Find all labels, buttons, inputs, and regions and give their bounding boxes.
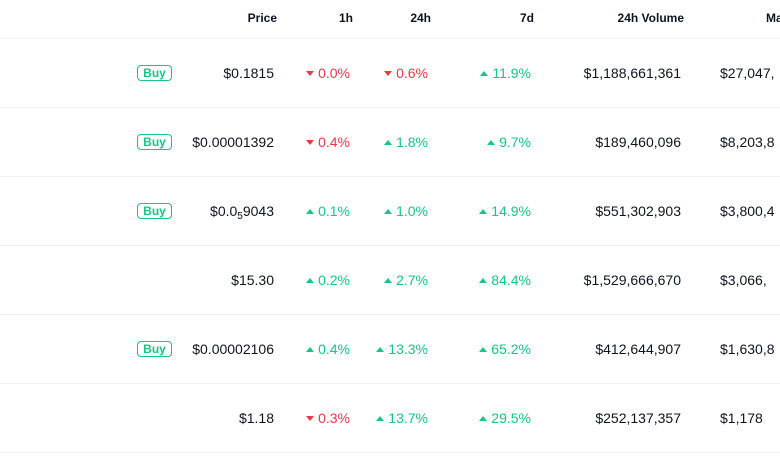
- change-7d-cell: 11.9%: [480, 65, 531, 81]
- caret-up-icon: [306, 209, 315, 214]
- market-cap-cell: $3,066,: [720, 272, 767, 288]
- buy-button[interactable]: Buy: [137, 134, 172, 150]
- market-cap-cell: $1,630,8: [720, 341, 775, 357]
- column-header-price[interactable]: Price: [247, 11, 277, 25]
- caret-up-icon: [479, 209, 488, 214]
- change-24h-cell: 0.6%: [384, 65, 428, 81]
- caret-down-icon: [306, 416, 315, 421]
- change-1h-cell: 0.4%: [306, 134, 350, 150]
- column-header-market-cap[interactable]: Ma: [766, 11, 780, 25]
- table-header: Price 1h 24h 7d 24h Volume Ma: [0, 0, 780, 39]
- change-1h-value: 0.1%: [318, 203, 350, 219]
- column-header-7d[interactable]: 7d: [519, 11, 534, 25]
- change-7d-value: 11.9%: [492, 65, 531, 81]
- caret-down-icon: [384, 71, 393, 76]
- caret-up-icon: [306, 347, 315, 352]
- volume-cell: $1,188,661,361: [583, 65, 681, 81]
- change-24h-cell: 1.8%: [384, 134, 428, 150]
- change-7d-value: 14.9%: [491, 203, 531, 219]
- price-cell: $0.1815: [223, 65, 274, 81]
- change-1h-cell: 0.2%: [306, 272, 350, 288]
- change-24h-value: 0.6%: [396, 65, 428, 81]
- volume-cell: $252,137,357: [595, 410, 681, 426]
- table-body: Buy $0.1815 0.0% 0.6% 11.9% $1,188,661,361 $27…: [0, 39, 780, 453]
- column-header-volume[interactable]: 24h Volume: [617, 11, 684, 25]
- change-24h-cell: 13.7%: [376, 410, 428, 426]
- change-1h-value: 0.2%: [318, 272, 350, 288]
- caret-up-icon: [376, 416, 385, 421]
- change-1h-value: 0.4%: [318, 341, 350, 357]
- caret-up-icon: [479, 416, 488, 421]
- change-24h-cell: 2.7%: [384, 272, 428, 288]
- column-header-1h[interactable]: 1h: [338, 11, 353, 25]
- caret-up-icon: [479, 278, 488, 283]
- price-cell: $1.18: [238, 410, 274, 426]
- change-1h-cell: 0.1%: [306, 203, 350, 219]
- change-1h-cell: 0.0%: [306, 65, 350, 81]
- table-row[interactable]: Buy $0.00002106 0.4% 13.3% 65.2% $412,644,907…: [0, 315, 780, 384]
- caret-down-icon: [306, 140, 315, 145]
- market-cap-cell: $1,178: [720, 410, 763, 426]
- caret-up-icon: [384, 278, 393, 283]
- change-7d-cell: 65.2%: [479, 341, 531, 357]
- price-cell: $0.059043: [210, 203, 274, 222]
- price-cell: $15.30: [231, 272, 274, 288]
- change-24h-value: 1.0%: [396, 203, 428, 219]
- change-7d-cell: 14.9%: [479, 203, 531, 219]
- caret-up-icon: [480, 71, 489, 76]
- market-cap-cell: $27,047,: [720, 65, 775, 81]
- change-7d-cell: 84.4%: [479, 272, 531, 288]
- change-1h-value: 0.0%: [318, 65, 350, 81]
- change-7d-value: 65.2%: [491, 341, 531, 357]
- market-cap-cell: $3,800,4: [720, 203, 775, 219]
- change-24h-cell: 13.3%: [376, 341, 428, 357]
- caret-up-icon: [487, 140, 496, 145]
- change-7d-value: 84.4%: [491, 272, 531, 288]
- price-cell: $0.00001392: [192, 134, 274, 150]
- market-cap-cell: $8,203,8: [720, 134, 775, 150]
- table-row[interactable]: Buy $0.00001392 0.4% 1.8% 9.7% $189,460,096 $8…: [0, 108, 780, 177]
- caret-up-icon: [306, 278, 315, 283]
- volume-cell: $189,460,096: [595, 134, 681, 150]
- change-24h-value: 13.7%: [388, 410, 428, 426]
- change-24h-value: 13.3%: [388, 341, 428, 357]
- price-suffix: 9043: [242, 203, 274, 219]
- change-1h-cell: 0.4%: [306, 341, 350, 357]
- buy-button[interactable]: Buy: [137, 203, 172, 219]
- change-1h-value: 0.4%: [318, 134, 350, 150]
- price-prefix: $0.0: [210, 203, 238, 219]
- change-24h-value: 2.7%: [396, 272, 428, 288]
- change-1h-cell: 0.3%: [306, 410, 350, 426]
- change-7d-value: 29.5%: [491, 410, 531, 426]
- caret-up-icon: [376, 347, 385, 352]
- change-7d-cell: 9.7%: [487, 134, 531, 150]
- buy-button[interactable]: Buy: [137, 341, 172, 357]
- change-24h-cell: 1.0%: [384, 203, 428, 219]
- price-zero-count: 5: [237, 211, 243, 222]
- column-header-24h[interactable]: 24h: [410, 11, 431, 25]
- change-1h-value: 0.3%: [318, 410, 350, 426]
- change-7d-cell: 29.5%: [479, 410, 531, 426]
- price-cell: $0.00002106: [192, 341, 274, 357]
- change-24h-value: 1.8%: [396, 134, 428, 150]
- volume-cell: $1,529,666,670: [583, 272, 681, 288]
- table-row[interactable]: $1.18 0.3% 13.7% 29.5% $252,137,357 $1,178: [0, 384, 780, 453]
- caret-up-icon: [384, 209, 393, 214]
- buy-button[interactable]: Buy: [137, 65, 172, 81]
- change-7d-value: 9.7%: [499, 134, 531, 150]
- table-row[interactable]: Buy $0.059043 0.1% 1.0% 14.9% $551,302,903 $3,…: [0, 177, 780, 246]
- table-row[interactable]: Buy $0.1815 0.0% 0.6% 11.9% $1,188,661,361 $27…: [0, 39, 780, 108]
- volume-cell: $412,644,907: [595, 341, 681, 357]
- caret-up-icon: [479, 347, 488, 352]
- volume-cell: $551,302,903: [595, 203, 681, 219]
- table-row[interactable]: $15.30 0.2% 2.7% 84.4% $1,529,666,670 $3,066,: [0, 246, 780, 315]
- caret-up-icon: [384, 140, 393, 145]
- caret-down-icon: [306, 71, 315, 76]
